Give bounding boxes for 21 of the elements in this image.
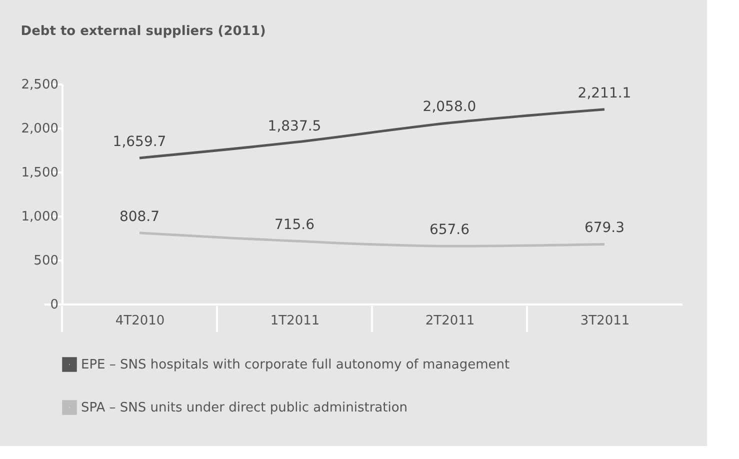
y-tick-label: 2,000	[21, 122, 58, 136]
data-label: 1,837.5	[268, 118, 322, 134]
data-label: 2,058.0	[422, 98, 476, 115]
data-label: 808.7	[119, 208, 160, 225]
x-tick-label: 3T2011	[580, 314, 630, 328]
x-tick-label: 4T2010	[115, 314, 165, 328]
legend-label: EPE – SNS hospitals with corporate full autonomy of management	[81, 358, 510, 372]
y-tick-label: 2,500	[21, 78, 58, 92]
y-tick-label: 1,500	[21, 166, 58, 180]
data-label: 2,211.1	[578, 85, 632, 102]
y-tick-label: 0	[50, 298, 58, 312]
y-tick-label: 1,000	[21, 210, 58, 224]
x-tick-label: 2T2011	[425, 314, 475, 328]
data-label: 657.6	[429, 222, 470, 238]
data-label: 715.6	[274, 217, 315, 234]
legend-label: SPA – SNS units under direct public administration	[81, 400, 408, 416]
data-label: 1,659.7	[112, 134, 166, 150]
x-tick-label: 1T2011	[270, 314, 320, 328]
y-tick-label: 500	[34, 254, 58, 268]
data-label: 679.3	[584, 220, 625, 236]
chart-title: Debt to external suppliers (2011)	[20, 24, 266, 39]
